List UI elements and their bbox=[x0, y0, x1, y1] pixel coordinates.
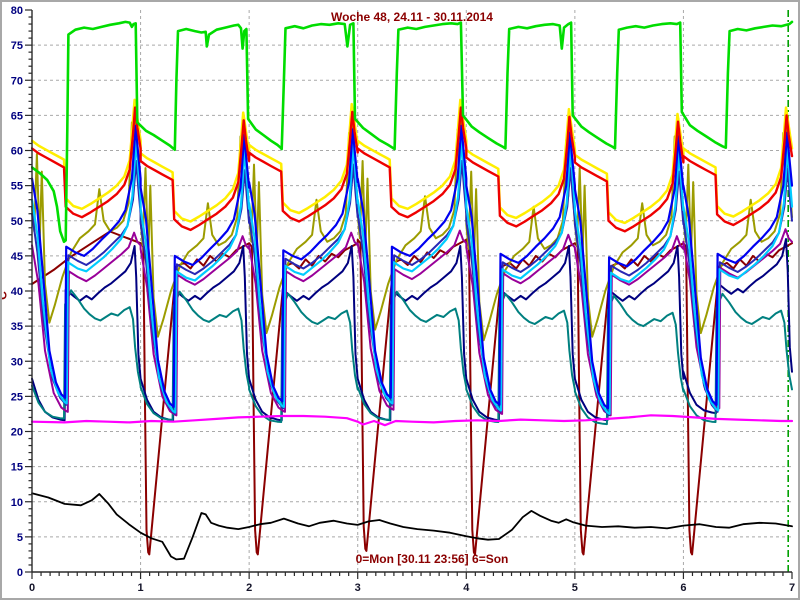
series-green-boiler bbox=[31, 20, 794, 244]
y-tick-label: 5 bbox=[17, 532, 23, 544]
y-tick-label: 80 bbox=[11, 5, 23, 17]
x-tick-label: 7 bbox=[789, 582, 795, 594]
x-tick-label: 2 bbox=[246, 582, 252, 594]
y-tick-label: 75 bbox=[11, 40, 23, 52]
series-black-outdoor bbox=[31, 492, 793, 561]
series-magenta-room bbox=[31, 414, 794, 427]
x-tick-labels: 0 1 2 3 4 5 6 7 bbox=[29, 582, 795, 594]
y-tick-label: 25 bbox=[11, 391, 23, 403]
x-tick-label: 6 bbox=[680, 582, 686, 594]
y-axis-ticks bbox=[25, 9, 32, 573]
x-axis-ticks bbox=[31, 572, 793, 579]
series-group bbox=[31, 20, 794, 561]
y-tick-label: 20 bbox=[11, 427, 23, 439]
y-tick-label: 45 bbox=[11, 251, 23, 263]
y-tick-label: 70 bbox=[11, 75, 23, 87]
x-tick-label: 1 bbox=[138, 582, 144, 594]
h-gridlines bbox=[32, 44, 792, 538]
series-teal bbox=[31, 289, 793, 426]
y-tick-label: 35 bbox=[11, 321, 23, 333]
v-gridlines bbox=[140, 10, 684, 572]
series-blue bbox=[31, 124, 794, 410]
y-tick-label: 30 bbox=[11, 356, 23, 368]
y-tick-label: 60 bbox=[11, 146, 23, 158]
y-tick-labels: 0 5 10 15 20 25 30 35 40 45 50 55 60 65 70 75 80 bbox=[11, 5, 23, 579]
x-tick-label: 0 bbox=[29, 582, 35, 594]
y-tick-label: 50 bbox=[11, 216, 23, 228]
x-tick-label: 4 bbox=[463, 582, 470, 594]
x-tick-label: 5 bbox=[572, 582, 578, 594]
y-tick-label: 15 bbox=[11, 462, 23, 474]
y-tick-label: 40 bbox=[11, 286, 23, 298]
y-tick-label: 65 bbox=[11, 110, 23, 122]
series-cyan bbox=[31, 138, 794, 415]
y-axis-unit-label: °C bbox=[0, 291, 10, 305]
y-tick-label: 0 bbox=[17, 567, 23, 579]
x-tick-label: 3 bbox=[355, 582, 361, 594]
y-tick-label: 10 bbox=[11, 497, 23, 509]
series-red bbox=[31, 106, 794, 233]
y-tick-label: 55 bbox=[11, 181, 23, 193]
